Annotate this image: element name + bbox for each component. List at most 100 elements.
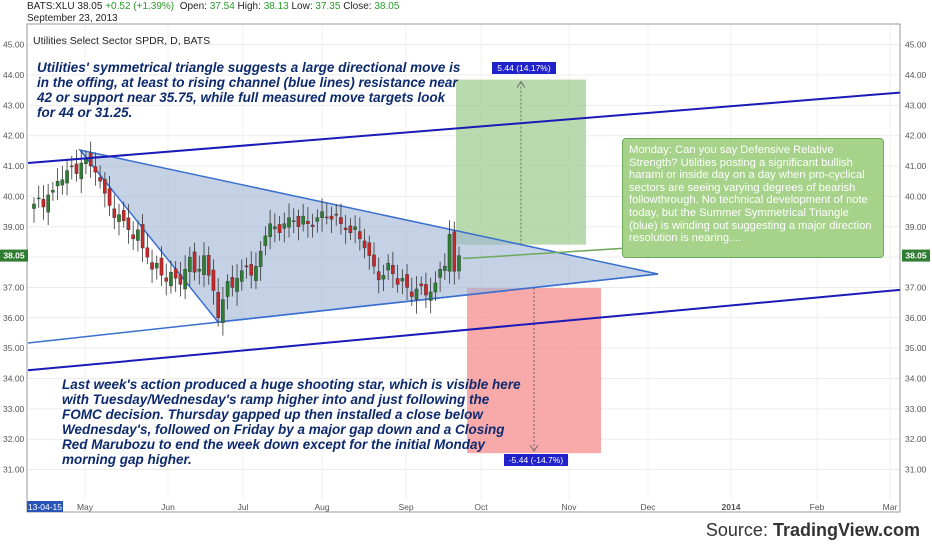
candle-body — [334, 213, 339, 216]
candle — [287, 203, 291, 238]
source-credit: Source: TradingView.com — [706, 520, 920, 541]
annotation-bottom: Last week's action produced a huge shoot… — [62, 377, 521, 467]
candle — [268, 209, 272, 250]
y-tick-label-left: 43.00 — [3, 100, 25, 110]
y-tick-label-left: 33.00 — [3, 404, 25, 414]
candle-body — [98, 177, 102, 182]
candle-body — [395, 278, 400, 285]
close-value: 38.05 — [374, 1, 400, 12]
channel-lower-line — [27, 288, 901, 372]
symbol-label: BATS:XLU — [27, 1, 75, 12]
candle-body — [202, 255, 206, 275]
candle-body — [391, 265, 395, 274]
candle-body — [36, 197, 41, 200]
candle — [183, 255, 187, 300]
candle-body — [433, 282, 438, 293]
x-tick-label: Nov — [561, 502, 577, 512]
candle — [150, 249, 154, 283]
candle — [230, 265, 235, 297]
y-tick-label-right: 40.00 — [905, 191, 927, 201]
candle-body — [362, 240, 367, 249]
candle — [117, 203, 121, 236]
y-tick-label-right: 34.00 — [905, 374, 927, 384]
candle — [121, 201, 126, 228]
candle — [301, 203, 305, 232]
triangle-support-extension — [27, 273, 659, 344]
target-up-badge-bg — [492, 62, 556, 74]
candle — [367, 235, 372, 270]
candle — [88, 141, 93, 178]
plot-frame — [26, 23, 901, 513]
candle-body — [447, 234, 452, 272]
y-tick-label-left: 31.00 — [3, 465, 25, 475]
x-tick-label: 13-04-15 — [28, 502, 62, 512]
candle — [192, 242, 197, 281]
candle — [98, 165, 102, 189]
candle — [60, 165, 65, 195]
candle — [216, 278, 220, 327]
x-tick-label: Jun — [161, 502, 175, 512]
candle — [258, 241, 263, 281]
candle — [419, 276, 424, 295]
candle — [202, 242, 206, 288]
candle-body — [287, 217, 291, 228]
candle — [433, 271, 438, 301]
candle-body — [443, 266, 447, 271]
low-value: 37.35 — [315, 1, 341, 12]
candle-body — [221, 299, 225, 323]
candle-body — [32, 203, 36, 209]
candle — [424, 272, 428, 308]
candle-body — [405, 274, 409, 288]
candle-body — [419, 283, 424, 287]
candle — [164, 263, 169, 296]
annotation-top: Utilities' symmetrical triangle suggests… — [37, 60, 461, 120]
channel-upper-line — [27, 91, 901, 165]
candle-body — [164, 277, 169, 282]
candle-body — [112, 208, 117, 218]
candle — [362, 228, 367, 259]
candle-body — [154, 262, 159, 269]
candle-body — [197, 269, 202, 272]
candle-body — [376, 271, 381, 281]
candle — [395, 264, 400, 293]
y-tick-label-left: 40.00 — [3, 191, 25, 201]
candle-body — [343, 227, 348, 230]
candle-body — [150, 262, 154, 270]
y-tick-label-left: 32.00 — [3, 434, 25, 444]
candle — [353, 215, 357, 244]
price-change: +0.52 (+1.39%) — [105, 1, 175, 12]
target-down-arrowhead — [529, 444, 539, 452]
candle — [103, 172, 107, 208]
candle-body — [400, 278, 405, 282]
x-tick-label: 2014 — [722, 502, 741, 512]
candle-body — [306, 221, 310, 224]
x-tick-label: Sep — [398, 502, 413, 512]
candle-body — [273, 226, 277, 230]
candle-body — [409, 291, 414, 297]
candle — [414, 276, 419, 314]
y-tick-label-right: 42.00 — [905, 131, 927, 141]
candle — [447, 220, 452, 284]
candle-body — [358, 231, 362, 240]
candle-body — [277, 224, 282, 234]
candle-body — [424, 284, 428, 296]
candle-body — [159, 257, 164, 276]
candle — [55, 167, 60, 201]
candle-body — [145, 247, 150, 258]
candle — [438, 261, 442, 292]
candle-body — [69, 165, 74, 168]
candle — [376, 257, 381, 294]
candle — [188, 246, 192, 286]
candle — [235, 264, 239, 306]
candle-body — [254, 266, 258, 281]
candle — [239, 259, 244, 291]
candle-body — [65, 170, 69, 184]
x-tick-label: Dec — [640, 502, 656, 512]
candle — [173, 261, 178, 292]
candle-body — [41, 199, 46, 208]
candle — [315, 209, 320, 233]
y-tick-label-right: 32.00 — [905, 434, 927, 444]
candle — [51, 181, 55, 201]
candle — [225, 274, 230, 310]
